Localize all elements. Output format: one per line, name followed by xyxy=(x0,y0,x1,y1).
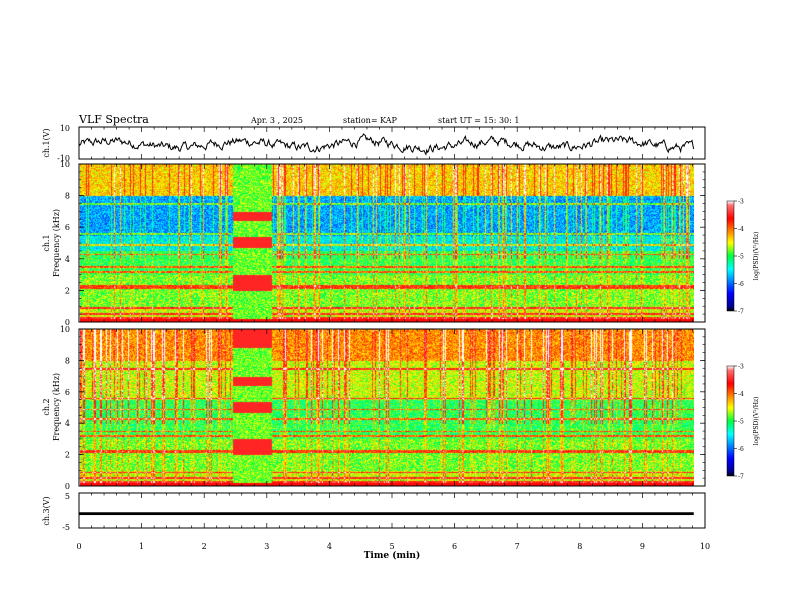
y-tick-label: 10 xyxy=(60,160,70,169)
ch1-spectrogram-foreign xyxy=(80,164,694,322)
colorbar-tick-label: -3 xyxy=(738,364,744,371)
ch1-spectrogram-x-ticks xyxy=(78,164,706,322)
ch3-waveform-panel: 5 -5 ch.3(V) 0 1 2 3 4 5 6 7 8 9 10 Time (min) xyxy=(42,492,710,561)
ch2-colorbar-gradient xyxy=(726,365,735,477)
ch1-colorbar-label: log(PSD)(V²/Hz) xyxy=(753,232,760,281)
ch1-spectrogram-y-ticks: 0 2 4 6 8 10 xyxy=(60,160,705,327)
date-label: Apr. 3 , 2025 xyxy=(250,116,303,125)
start-time-label: start UT = 15: 30: 1 xyxy=(438,116,519,125)
time-tick-label: 10 xyxy=(700,542,710,551)
ch1-waveform-x-ticks xyxy=(78,127,706,159)
time-tick-label: 0 xyxy=(76,542,81,551)
y-tick-label: 4 xyxy=(65,255,70,264)
ch1-waveform-panel: 10 -10 ch.1(V) xyxy=(42,124,706,163)
y-tick-label: 8 xyxy=(65,192,70,201)
ch1-waveform-ylabel: ch.1(V) xyxy=(42,128,51,157)
time-tick-label: 6 xyxy=(452,542,457,551)
ch1-spectrogram-ylabel-1: ch.1 xyxy=(42,234,51,251)
ch1-spectrogram-panel: 0 2 4 6 8 10 ch.1 Frequency (kHz) xyxy=(42,160,706,327)
ch2-colorbar: -3 -4 -5 -6 -7 log(PSD)(V²/Hz) xyxy=(726,364,760,481)
ch1-colorbar-gradient xyxy=(726,200,735,312)
ch3-waveform-x-ticks xyxy=(78,493,706,528)
figure-title: VLF Spectra xyxy=(78,113,149,126)
time-tick-label: 4 xyxy=(327,542,332,551)
colorbar-tick-label: -3 xyxy=(738,199,744,206)
y-tick-label: 0 xyxy=(65,318,70,327)
ch2-spectrogram-foreign xyxy=(80,329,694,486)
ch1-spectrogram-image xyxy=(80,164,694,322)
colorbar-tick-label: -7 xyxy=(738,309,744,316)
ch2-colorbar-ticks: -3 -4 -5 -6 -7 xyxy=(734,364,744,481)
time-tick-label: 2 xyxy=(202,542,207,551)
station-label: station= KAP xyxy=(343,116,398,125)
colorbar-tick-label: -4 xyxy=(738,391,744,398)
y-tick-label: 2 xyxy=(65,286,70,295)
time-tick-label: 1 xyxy=(139,542,144,551)
time-tick-label: 9 xyxy=(640,542,645,551)
ch1-colorbar: -3 -4 -5 -6 -7 log(PSD)(V²/Hz) xyxy=(726,199,760,316)
colorbar-tick-label: -5 xyxy=(738,419,744,426)
time-tick-label: 5 xyxy=(389,542,394,551)
time-tick-label: 8 xyxy=(577,542,582,551)
colorbar-tick-label: -6 xyxy=(738,281,744,288)
y-tick-label: 4 xyxy=(65,419,70,428)
ch3-ytick-top: 5 xyxy=(65,492,70,501)
ch1-colorbar-ticks: -3 -4 -5 -6 -7 xyxy=(734,199,744,316)
y-tick-label: 10 xyxy=(60,325,70,334)
time-axis-label: Time (min) xyxy=(364,550,421,561)
y-tick-label: 0 xyxy=(65,482,70,491)
ch2-spectrogram-ylabel-2: Frequency (kHz) xyxy=(52,373,61,441)
ch2-spectrogram-x-ticks xyxy=(78,329,706,486)
ch2-spectrogram-image xyxy=(80,329,694,486)
ch1-ytick-bottom: -10 xyxy=(57,154,70,163)
colorbar-tick-label: -4 xyxy=(738,226,744,233)
y-tick-label: 6 xyxy=(65,223,70,232)
ch3-waveform-frame xyxy=(78,492,706,529)
time-axis-tick-labels: 0 1 2 3 4 5 6 7 8 9 10 xyxy=(76,542,710,551)
y-tick-label: 6 xyxy=(65,388,70,397)
time-tick-label: 3 xyxy=(264,542,269,551)
ch2-colorbar-label: log(PSD)(V²/Hz) xyxy=(753,397,760,446)
ch3-waveform-trace xyxy=(79,512,694,516)
time-tick-label: 7 xyxy=(515,542,520,551)
colorbar-tick-label: -6 xyxy=(738,446,744,453)
ch3-ytick-bottom: -5 xyxy=(62,523,70,532)
ch2-spectrogram-y-ticks: 0 2 4 6 8 10 xyxy=(60,325,705,491)
ch1-spectrogram-ylabel-2: Frequency (kHz) xyxy=(52,209,61,277)
ch2-spectrogram-panel: 0 2 4 6 8 10 ch.2 Frequency (kHz) xyxy=(42,325,706,491)
ch1-ytick-top: 10 xyxy=(60,124,70,133)
colorbar-tick-label: -7 xyxy=(738,474,744,481)
ch3-waveform-ylabel: ch.3(V) xyxy=(42,496,51,525)
ch1-waveform-trace xyxy=(78,133,695,156)
y-tick-label: 2 xyxy=(65,451,70,460)
y-tick-label: 8 xyxy=(65,356,70,365)
ch2-spectrogram-ylabel-1: ch.2 xyxy=(42,398,51,415)
colorbar-tick-label: -5 xyxy=(738,254,744,261)
